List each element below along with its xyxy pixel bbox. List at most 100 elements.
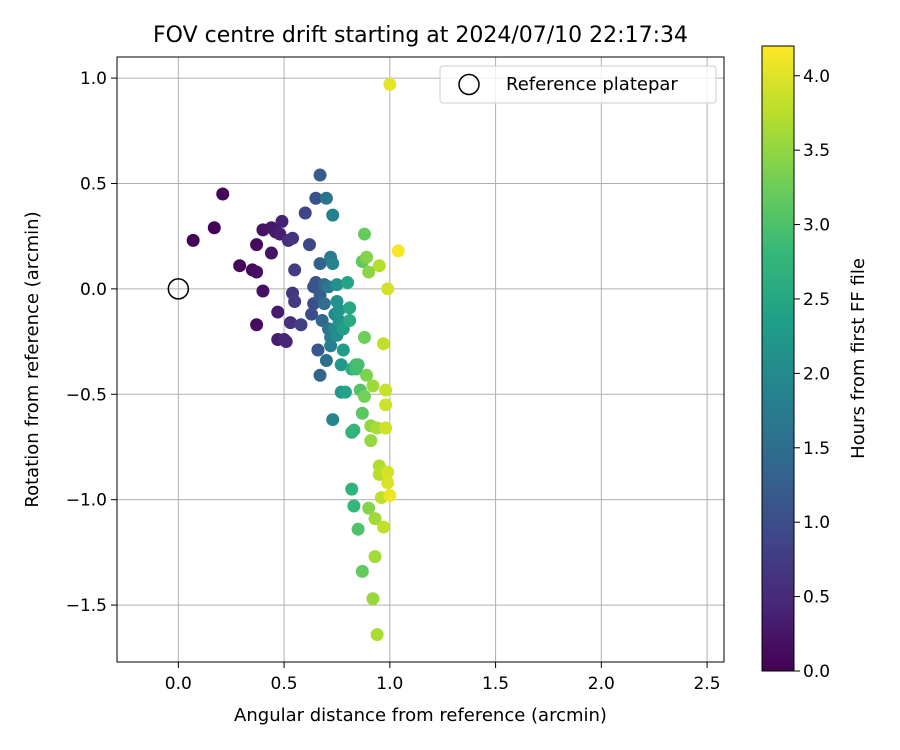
y-tick-label: −0.5	[66, 385, 107, 405]
data-point	[368, 550, 382, 564]
colorbar-tick-label: 1.5	[803, 439, 830, 459]
data-point	[355, 406, 369, 420]
data-point	[357, 389, 371, 403]
data-point	[376, 520, 390, 534]
data-point	[347, 423, 361, 437]
colorbar-tick-label: 0.5	[803, 588, 830, 608]
data-point	[343, 314, 357, 328]
data-point	[250, 238, 264, 252]
data-point	[381, 465, 395, 479]
data-point	[216, 187, 230, 201]
data-point	[370, 628, 384, 642]
colorbar-tick-label: 3.0	[803, 216, 830, 236]
data-point	[351, 522, 365, 536]
data-point	[250, 265, 264, 279]
y-axis-label: Rotation from reference (arcmin)	[22, 211, 43, 507]
data-point	[326, 208, 340, 222]
data-point	[381, 282, 395, 296]
data-point	[379, 398, 393, 412]
data-point	[360, 368, 374, 382]
data-point	[311, 343, 325, 357]
data-point	[319, 354, 333, 368]
data-point	[334, 358, 348, 372]
data-point	[256, 284, 270, 298]
colorbar-tick-label: 4.0	[803, 67, 830, 87]
data-point	[343, 301, 357, 315]
data-point	[362, 501, 376, 515]
legend: Reference platepar	[439, 65, 717, 104]
data-point	[347, 499, 361, 513]
data-point	[313, 168, 327, 182]
data-point	[313, 257, 327, 271]
y-tick-label: 0.0	[80, 280, 107, 300]
reference-layer	[167, 278, 190, 300]
data-point	[264, 246, 278, 260]
data-point	[366, 379, 380, 393]
x-tick-label: 0.0	[165, 674, 192, 694]
data-point	[271, 305, 285, 319]
data-point	[250, 318, 264, 332]
plot-frame	[116, 56, 725, 663]
data-point	[391, 244, 405, 258]
chart-title: FOV centre drift starting at 2024/07/10 …	[153, 23, 688, 48]
data-point	[302, 238, 316, 252]
colorbar-tick-label: 1.0	[803, 513, 830, 533]
data-point	[326, 413, 340, 427]
data-point	[275, 214, 289, 228]
data-point	[279, 335, 293, 349]
data-point	[357, 330, 371, 344]
data-point	[288, 263, 302, 277]
x-tick-label: 0.5	[271, 674, 298, 694]
data-point	[381, 476, 395, 490]
y-tick-label: −1.0	[66, 491, 107, 511]
colorbar-ticks: 0.0 0.5 1.0 1.5 2.0 2.5 3.0 3.5 4.0	[794, 67, 830, 682]
colorbar-tick-label: 2.0	[803, 364, 830, 384]
data-point	[351, 358, 365, 372]
data-point	[313, 368, 327, 382]
reference-platepar-marker	[167, 278, 190, 300]
data-point	[345, 482, 359, 496]
data-point	[336, 343, 350, 357]
colorbar-label: Hours from first FF file	[848, 258, 869, 459]
x-tick-label: 1.5	[482, 674, 509, 694]
data-point	[357, 227, 371, 241]
colorbar-tick-label: 3.5	[803, 141, 830, 161]
data-point	[283, 316, 297, 330]
data-point	[376, 337, 390, 351]
data-point	[233, 259, 247, 273]
data-point	[341, 276, 355, 290]
data-point	[317, 297, 331, 311]
data-point	[294, 318, 308, 332]
data-point	[207, 221, 221, 235]
data-point	[326, 257, 340, 271]
data-point	[379, 421, 393, 435]
data-point	[330, 278, 344, 292]
data-point	[355, 564, 369, 578]
y-tick-label: 0.5	[80, 174, 107, 194]
data-point	[319, 191, 333, 205]
grid	[117, 57, 724, 662]
data-point	[360, 250, 374, 264]
legend-box	[439, 65, 717, 104]
x-tick-label: 2.5	[694, 674, 721, 694]
data-point	[362, 265, 376, 279]
data-point	[305, 307, 319, 321]
x-axis-label: Angular distance from reference (arcmin)	[234, 705, 607, 726]
data-point	[186, 233, 200, 247]
data-point	[383, 488, 397, 502]
x-axis-ticks: 0.0 0.5 1.0 1.5 2.0 2.5	[165, 662, 721, 694]
colorbar-tick-label: 0.0	[803, 662, 830, 682]
data-point	[364, 434, 378, 448]
data-point	[366, 592, 380, 606]
data-point	[338, 385, 352, 399]
y-tick-label: 1.0	[80, 69, 107, 89]
x-tick-label: 2.0	[588, 674, 615, 694]
data-point	[309, 191, 323, 205]
legend-marker-open-circle	[458, 73, 480, 96]
data-point	[332, 303, 346, 317]
data-point	[372, 259, 386, 273]
colorbar-tick-label: 2.5	[803, 290, 830, 310]
x-tick-label: 1.0	[376, 674, 403, 694]
data-point	[298, 206, 312, 220]
